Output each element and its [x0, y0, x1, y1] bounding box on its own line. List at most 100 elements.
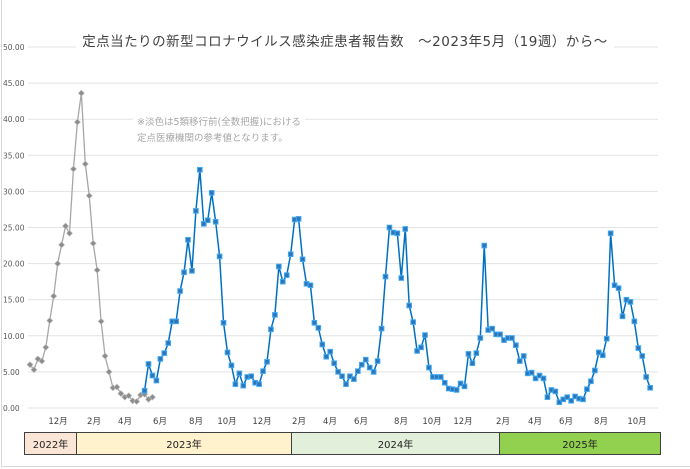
data-point	[414, 348, 420, 354]
data-point	[62, 222, 69, 230]
data-point	[216, 253, 223, 260]
data-point	[208, 190, 215, 196]
data-point	[141, 387, 148, 394]
data-point	[97, 317, 105, 325]
data-point	[315, 325, 322, 331]
data-point	[422, 332, 428, 338]
data-point	[386, 224, 393, 231]
data-point	[343, 381, 349, 387]
y-tick-label: 5.00	[3, 368, 20, 377]
y-tick-label: 40.00	[3, 115, 25, 124]
data-point	[272, 312, 278, 318]
data-point	[351, 376, 357, 382]
data-point	[627, 299, 634, 305]
data-point	[46, 317, 54, 325]
data-point	[177, 288, 183, 294]
data-point	[410, 319, 416, 325]
y-tick-label: 45.00	[3, 79, 25, 88]
data-point	[497, 331, 503, 338]
data-point	[335, 369, 341, 375]
data-point	[635, 345, 642, 351]
data-point	[359, 361, 365, 368]
data-point	[240, 382, 247, 389]
data-point	[260, 368, 266, 374]
data-point	[85, 192, 93, 200]
data-point	[599, 352, 606, 359]
data-point	[58, 241, 66, 249]
x-tick-label: 12月	[453, 417, 472, 427]
data-point	[418, 344, 424, 351]
x-tick-label: 4月	[118, 417, 132, 427]
annotation-note: ※淡色は5類移行前(全数把握)における 定点医療機関の参考値となります。	[133, 115, 305, 147]
data-point	[339, 373, 345, 380]
data-point	[117, 390, 125, 397]
data-point	[248, 373, 254, 380]
data-point	[520, 353, 527, 359]
data-point	[73, 118, 81, 126]
data-point	[220, 320, 227, 326]
x-tick-label: 4月	[323, 417, 337, 427]
data-point	[615, 285, 622, 291]
data-point	[173, 318, 179, 325]
data-point	[477, 335, 484, 341]
data-point	[153, 377, 160, 384]
data-point	[489, 325, 495, 332]
data-point	[398, 275, 405, 281]
data-point	[355, 368, 361, 374]
data-point	[540, 375, 547, 382]
data-point	[639, 353, 646, 359]
x-tick-label: 6月	[559, 417, 573, 427]
y-tick-label: 25.00	[3, 224, 25, 233]
data-point	[465, 351, 472, 357]
y-tick-label: 10.00	[3, 332, 25, 341]
data-point	[89, 239, 97, 247]
x-tick-label: 8月	[594, 417, 608, 427]
data-point	[81, 160, 89, 168]
data-point	[331, 360, 337, 367]
data-point	[552, 388, 559, 395]
y-tick-label: 20.00	[3, 260, 25, 269]
data-point	[50, 292, 58, 300]
data-point	[457, 380, 464, 387]
data-point	[307, 282, 314, 289]
note-line: 定点医療機関の参考値となります。	[137, 133, 288, 144]
data-point	[287, 251, 294, 258]
data-point	[42, 343, 50, 351]
data-point	[347, 373, 353, 380]
year-2023: 2023年	[76, 432, 292, 455]
data-point	[299, 256, 306, 263]
y-tick-label: 15.00	[3, 296, 25, 305]
data-point	[280, 278, 286, 285]
data-point	[528, 369, 535, 376]
data-point	[382, 273, 389, 280]
y-tick-label: 0.00	[3, 404, 20, 413]
x-tick-label: 12月	[252, 417, 271, 427]
data-point	[509, 335, 515, 341]
data-point	[596, 349, 602, 356]
data-point	[473, 350, 480, 356]
data-point	[161, 350, 168, 356]
data-point	[197, 166, 203, 173]
data-point	[588, 378, 594, 385]
data-point	[149, 372, 156, 379]
data-point	[374, 358, 381, 364]
data-point	[631, 318, 638, 325]
data-point	[532, 375, 539, 382]
data-point	[481, 242, 488, 249]
data-point	[30, 366, 38, 374]
data-point	[603, 335, 610, 342]
data-point	[224, 349, 231, 356]
year-2024: 2024年	[291, 432, 500, 455]
data-point	[276, 263, 282, 270]
data-point	[185, 236, 191, 243]
data-point	[181, 269, 187, 276]
data-point	[394, 230, 401, 237]
data-point	[536, 372, 543, 379]
data-point	[232, 381, 239, 387]
data-point	[611, 282, 618, 289]
x-tick-label: 10月	[627, 417, 646, 427]
data-point	[193, 208, 199, 214]
data-point	[133, 398, 141, 405]
x-tick-label: 10月	[422, 417, 441, 427]
